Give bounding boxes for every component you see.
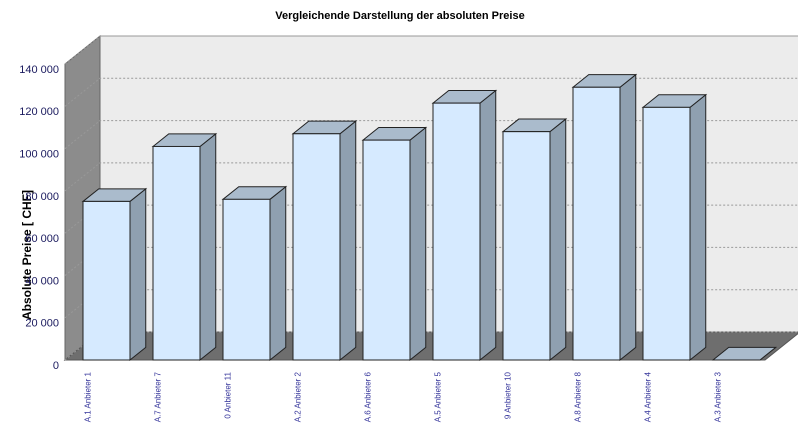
bar (222, 198, 271, 361)
grid-line (64, 120, 798, 149)
x-tick-label: 0 Anbieter 11 (224, 371, 233, 418)
bar-side (689, 93, 707, 362)
y-tick-label: 120 000 (19, 106, 59, 118)
bar-side (269, 185, 287, 362)
x-tick-label: A.3 Anbieter 3 (714, 371, 723, 422)
x-tick-label: A.2 Anbieter 2 (294, 371, 303, 422)
bar-side (339, 120, 357, 362)
bar (82, 200, 131, 361)
y-tick-label: 0 (53, 360, 59, 372)
bar (292, 133, 341, 361)
x-tick-label: A.8 Anbieter 8 (574, 371, 583, 422)
y-tick-label: 60 000 (25, 233, 59, 245)
bar-group (641, 93, 708, 362)
x-tick-label: 9 Anbieter 10 (504, 371, 513, 419)
bar (152, 145, 201, 361)
bar (572, 86, 621, 361)
bar-side (199, 132, 217, 362)
y-axis-label: Absolute Preise [ CHF] (20, 190, 34, 320)
y-tick-label: 100 000 (19, 148, 59, 160)
bar-group (151, 132, 218, 362)
x-tick-label: A.1 Anbieter 1 (84, 371, 93, 422)
bar-group (501, 118, 568, 362)
bar-side (129, 187, 147, 362)
x-tick-label: A.4 Anbieter 4 (644, 371, 653, 422)
bar-group (81, 187, 148, 362)
grid-line (64, 35, 798, 65)
grid-line (64, 162, 798, 192)
bar-group (431, 89, 498, 362)
bar-group (571, 73, 638, 362)
chart-title: Vergleichende Darstellung der absoluten … (275, 10, 524, 22)
y-tick-label: 40 000 (25, 275, 59, 287)
y-tick-label: 80 000 (25, 191, 59, 203)
bar-group (361, 126, 428, 362)
y-tick-label: 140 000 (19, 64, 59, 76)
bar-side (549, 118, 567, 362)
x-tick-label: A.5 Anbieter 5 (434, 371, 443, 422)
bar (502, 131, 551, 361)
x-tick-label: A.6 Anbieter 6 (364, 371, 373, 422)
bar-top (711, 346, 778, 361)
x-tick-label: A.7 Anbieter 7 (154, 371, 163, 422)
bar (432, 102, 481, 361)
bar-group (711, 346, 778, 361)
grid-line (64, 77, 798, 107)
bar-side (409, 126, 427, 362)
bar-group (221, 185, 288, 362)
bar-side (619, 73, 637, 362)
bar-side (479, 89, 497, 362)
y-tick-label: 20 000 (25, 318, 59, 330)
bar (642, 106, 691, 361)
bar (362, 139, 411, 361)
bar-group (291, 120, 358, 362)
